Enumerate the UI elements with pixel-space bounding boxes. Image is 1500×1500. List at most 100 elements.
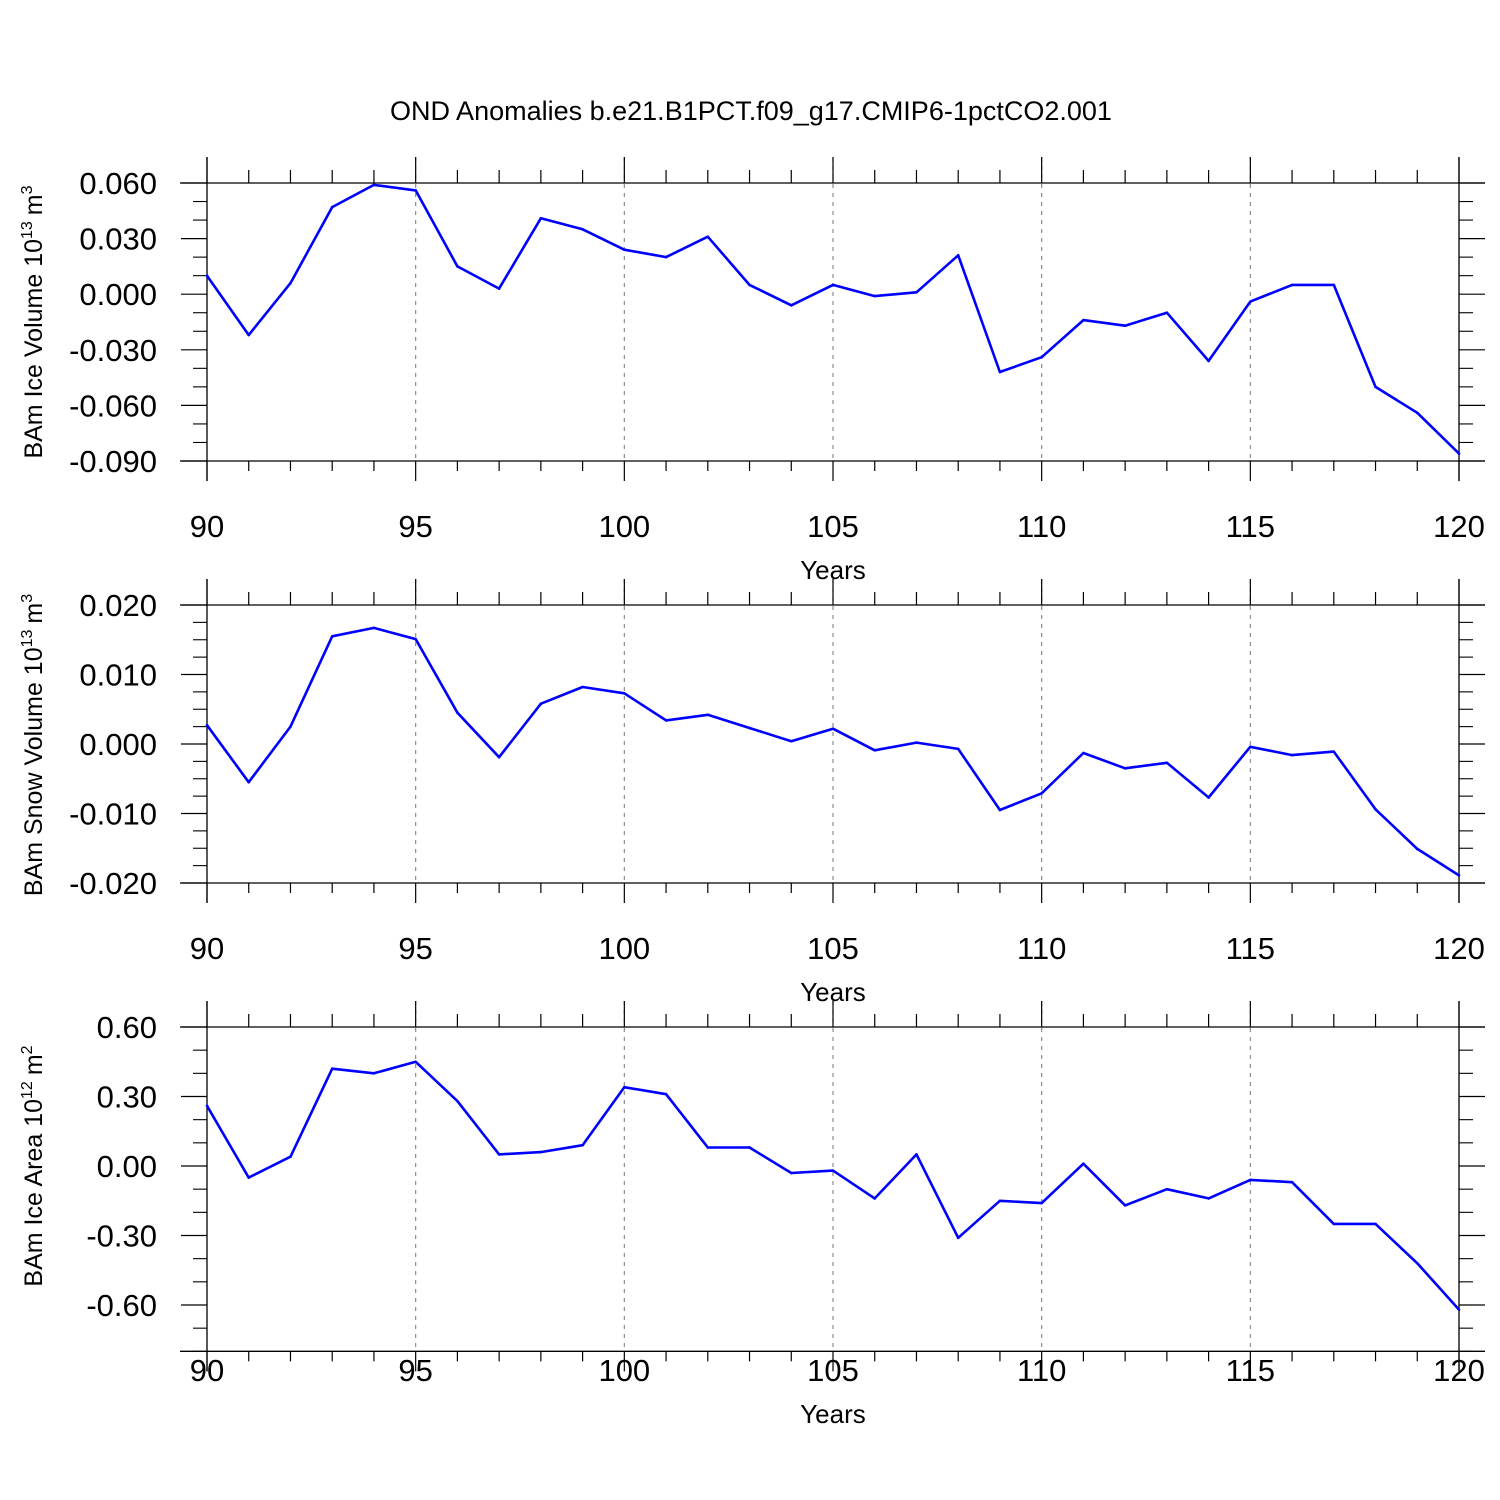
y-tick-label: -0.30	[86, 1219, 157, 1254]
data-point	[1374, 808, 1377, 811]
data-point	[497, 1153, 501, 1156]
data-point	[664, 719, 668, 722]
data-point	[1207, 1197, 1210, 1200]
x-tick-label: 105	[807, 509, 859, 544]
data-point	[497, 755, 501, 759]
y-tick-label: 0.060	[79, 166, 157, 201]
data-point	[1457, 874, 1461, 877]
data-point	[1249, 300, 1252, 303]
y-tick-label: 0.000	[79, 727, 157, 762]
data-point	[748, 1146, 751, 1149]
y-axis-label-unit: m	[20, 194, 48, 215]
data-point	[497, 287, 501, 290]
data-point	[205, 274, 209, 277]
x-tick-label: 115	[1226, 1353, 1275, 1388]
data-point	[1290, 753, 1294, 757]
data-point	[372, 1072, 376, 1075]
data-point	[915, 741, 918, 744]
data-point	[873, 748, 877, 752]
data-point	[414, 637, 417, 641]
data-point	[330, 634, 334, 638]
data-point	[1082, 751, 1085, 755]
data-point	[1040, 792, 1043, 795]
x-tick-label: 100	[598, 509, 650, 544]
data-point	[873, 1197, 877, 1200]
x-axis-label: Years	[800, 1399, 866, 1429]
data-point	[1290, 283, 1294, 287]
y-axis-label-exponent: 13	[19, 629, 36, 647]
data-point	[1165, 761, 1169, 765]
data-point	[581, 228, 584, 231]
y-axis-label: BAm Ice Volume 1013 m3	[19, 185, 48, 458]
x-tick-label: 100	[598, 1353, 650, 1388]
y-tick-label: -0.60	[86, 1288, 157, 1323]
data-point	[1249, 745, 1252, 749]
data-point	[789, 1171, 793, 1175]
data-point	[998, 808, 1002, 812]
y-axis-label: BAm Snow Volume 1013 m3	[19, 594, 48, 896]
y-axis-label-main: BAm Snow Volume 10	[20, 647, 48, 896]
y-tick-label: 0.000	[79, 277, 157, 312]
x-tick-label: 100	[598, 931, 650, 966]
data-point	[539, 702, 543, 705]
data-point	[664, 1092, 668, 1096]
data-point	[1332, 1222, 1336, 1226]
data-point	[623, 248, 626, 252]
x-tick-label: 90	[190, 1353, 224, 1388]
y-tick-label: 0.030	[79, 222, 157, 257]
data-point	[1207, 796, 1210, 799]
data-point	[664, 255, 668, 259]
data-point	[915, 291, 918, 294]
y-tick-label: 0.30	[97, 1080, 157, 1115]
data-point	[330, 205, 334, 209]
data-point	[414, 189, 417, 192]
y-tick-label: -0.030	[69, 333, 157, 368]
data-point	[539, 216, 543, 220]
data-point	[1249, 1178, 1252, 1182]
data-point	[1457, 1308, 1461, 1311]
data-point	[247, 1176, 251, 1179]
data-point	[956, 747, 960, 751]
data-point	[1374, 385, 1377, 389]
x-tick-label: 90	[190, 931, 224, 966]
data-point	[1457, 452, 1461, 455]
data-point	[414, 1060, 417, 1064]
data-point	[1207, 359, 1210, 363]
x-tick-label: 110	[1017, 931, 1066, 966]
data-point	[581, 685, 584, 689]
data-point	[372, 183, 376, 187]
data-point	[1123, 1204, 1127, 1207]
data-point	[998, 1199, 1002, 1203]
data-point	[998, 370, 1002, 374]
x-tick-label: 120	[1433, 509, 1485, 544]
data-point	[289, 1155, 292, 1159]
data-point	[456, 265, 459, 268]
panel-ice-area: -0.60 -0.30 0.00 0.30 0.60 90 95 100 105 110 115 12…	[19, 1001, 1485, 1429]
data-point	[581, 1143, 584, 1147]
data-point	[748, 726, 751, 730]
data-point	[623, 1085, 626, 1089]
data-point	[789, 739, 793, 743]
data-point	[1123, 324, 1127, 328]
y-tick-label: -0.090	[69, 444, 157, 479]
data-point	[748, 283, 751, 287]
data-point	[1040, 355, 1043, 359]
data-point	[1165, 1187, 1169, 1191]
panels: -0.090 -0.060 -0.030 0.000 0.030 0.060 90 95 100…	[19, 157, 1485, 1429]
x-tick-label: 110	[1017, 1353, 1066, 1388]
data-point	[1290, 1180, 1294, 1184]
y-axis-label-unit-exponent: 3	[19, 594, 36, 603]
data-point	[706, 235, 710, 239]
x-tick-label: 95	[398, 931, 432, 966]
data-point	[1415, 847, 1419, 851]
data-point	[539, 1150, 543, 1154]
x-tick-label: 115	[1226, 931, 1275, 966]
x-tick-label: 120	[1433, 1353, 1485, 1388]
data-point	[330, 1067, 334, 1070]
panel-ice-volume: -0.090 -0.060 -0.030 0.000 0.030 0.060 90 95 100…	[19, 157, 1485, 585]
y-axis-label-main: BAm Ice Area 10	[20, 1099, 48, 1287]
y-tick-label: 0.010	[79, 658, 157, 693]
data-point	[1165, 311, 1169, 315]
x-tick-label: 105	[807, 1353, 859, 1388]
